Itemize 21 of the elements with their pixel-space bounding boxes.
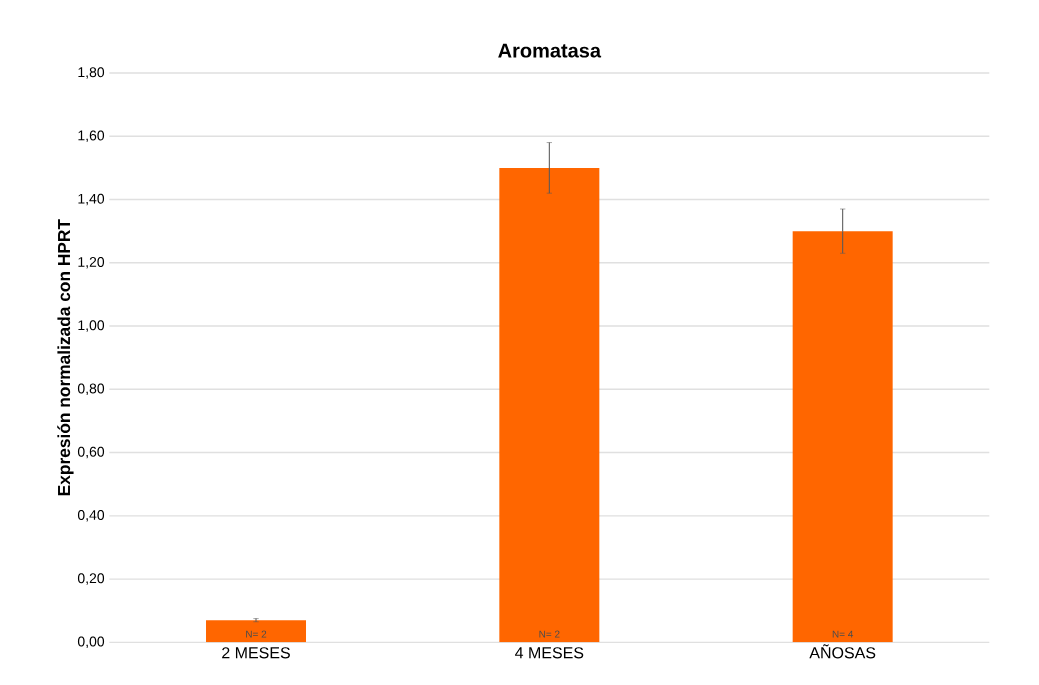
annotation: N= 2 — [246, 630, 267, 638]
y-tick-label: 1,00 — [78, 320, 105, 332]
y-axis-title: Expresión normalizada con HPRT — [57, 219, 74, 496]
bar — [792, 231, 893, 643]
chart-title: Aromatasa — [498, 43, 602, 58]
y-tick-label: 1,20 — [78, 256, 105, 269]
annotation: N= 4 — [832, 630, 854, 638]
x-tick-label: AÑOSAS — [809, 644, 876, 659]
y-tick-label: 0,80 — [77, 383, 105, 396]
x-tick-label: 2 MESES — [222, 647, 290, 659]
annotation: N= 2 — [539, 630, 560, 638]
x-tick-label: 4 MESES — [515, 647, 584, 659]
y-tick-label: 0,60 — [77, 446, 105, 459]
y-tick-label: 0,20 — [77, 573, 105, 585]
y-tick-label: 1,80 — [78, 67, 105, 79]
bar — [206, 620, 307, 643]
y-tick-label: 0,00 — [77, 636, 105, 649]
y-tick-label: 1,60 — [78, 130, 105, 143]
bar — [499, 167, 600, 643]
y-tick-label: 0,40 — [77, 510, 105, 522]
y-tick-label: 1,40 — [78, 193, 105, 206]
